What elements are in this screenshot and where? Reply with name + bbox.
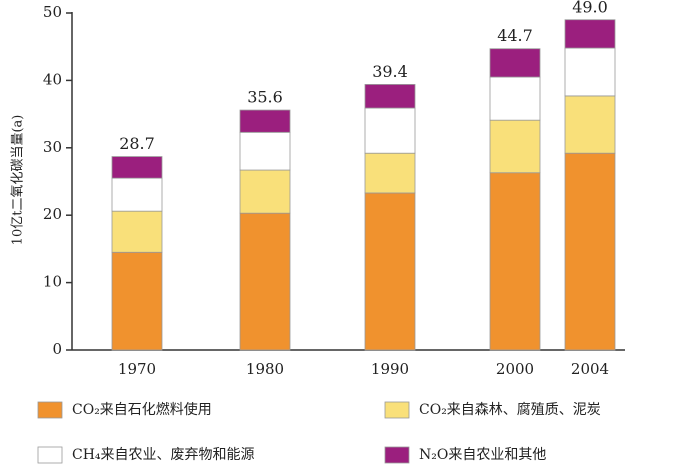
bar-segment (564, 95, 616, 154)
y-tick-label: 50 (43, 3, 62, 21)
bar-segment (489, 119, 541, 174)
legend-swatch (37, 401, 63, 419)
y-tick-label: 20 (43, 205, 62, 223)
legend-swatch (384, 446, 410, 464)
bar-segment (111, 210, 163, 253)
bar-segment (364, 107, 416, 154)
total-label: 28.7 (119, 134, 155, 153)
bar-segment (564, 152, 616, 351)
y-axis-label: 10亿t二氧化碳当量(a) (11, 115, 26, 246)
legend-swatch (37, 446, 63, 464)
legend-label: N₂O来自农业和其他 (419, 447, 546, 463)
x-tick-label: 1980 (246, 360, 284, 378)
x-tick-label: 1970 (118, 360, 156, 378)
x-tick-label: 2004 (571, 360, 609, 378)
x-tick-label: 1990 (371, 360, 409, 378)
legend-label: CO₂来自森林、腐殖质、泥炭 (419, 401, 601, 418)
y-tick-label: 30 (43, 138, 62, 156)
legend-swatch (384, 401, 410, 419)
bar-segment (111, 156, 163, 179)
bar-segment (489, 76, 541, 121)
bar-segment (564, 19, 616, 49)
total-label: 49.0 (572, 0, 608, 16)
bar-segment (239, 212, 291, 351)
total-label: 39.4 (372, 62, 408, 81)
y-tick-label: 40 (43, 70, 62, 88)
bar-segment (239, 169, 291, 214)
bar-segment (364, 192, 416, 351)
bar-segment (239, 109, 291, 133)
bar-segment (564, 47, 616, 97)
y-tick-label: 10 (43, 273, 62, 291)
bar-segment (364, 152, 416, 194)
total-label: 35.6 (247, 88, 283, 107)
legend-label: CH₄来自农业、废弃物和能源 (72, 447, 255, 463)
bar-segment (364, 84, 416, 109)
y-tick-label: 0 (52, 340, 62, 358)
bar-segment (239, 131, 291, 171)
bar-segment (489, 48, 541, 78)
total-label: 44.7 (497, 26, 533, 45)
legend-label: CO₂来自石化燃料使用 (72, 401, 212, 418)
x-tick-label: 2000 (496, 360, 534, 378)
bar-segment (111, 177, 163, 212)
bar-segment (489, 172, 541, 351)
bar-segment (111, 251, 163, 351)
